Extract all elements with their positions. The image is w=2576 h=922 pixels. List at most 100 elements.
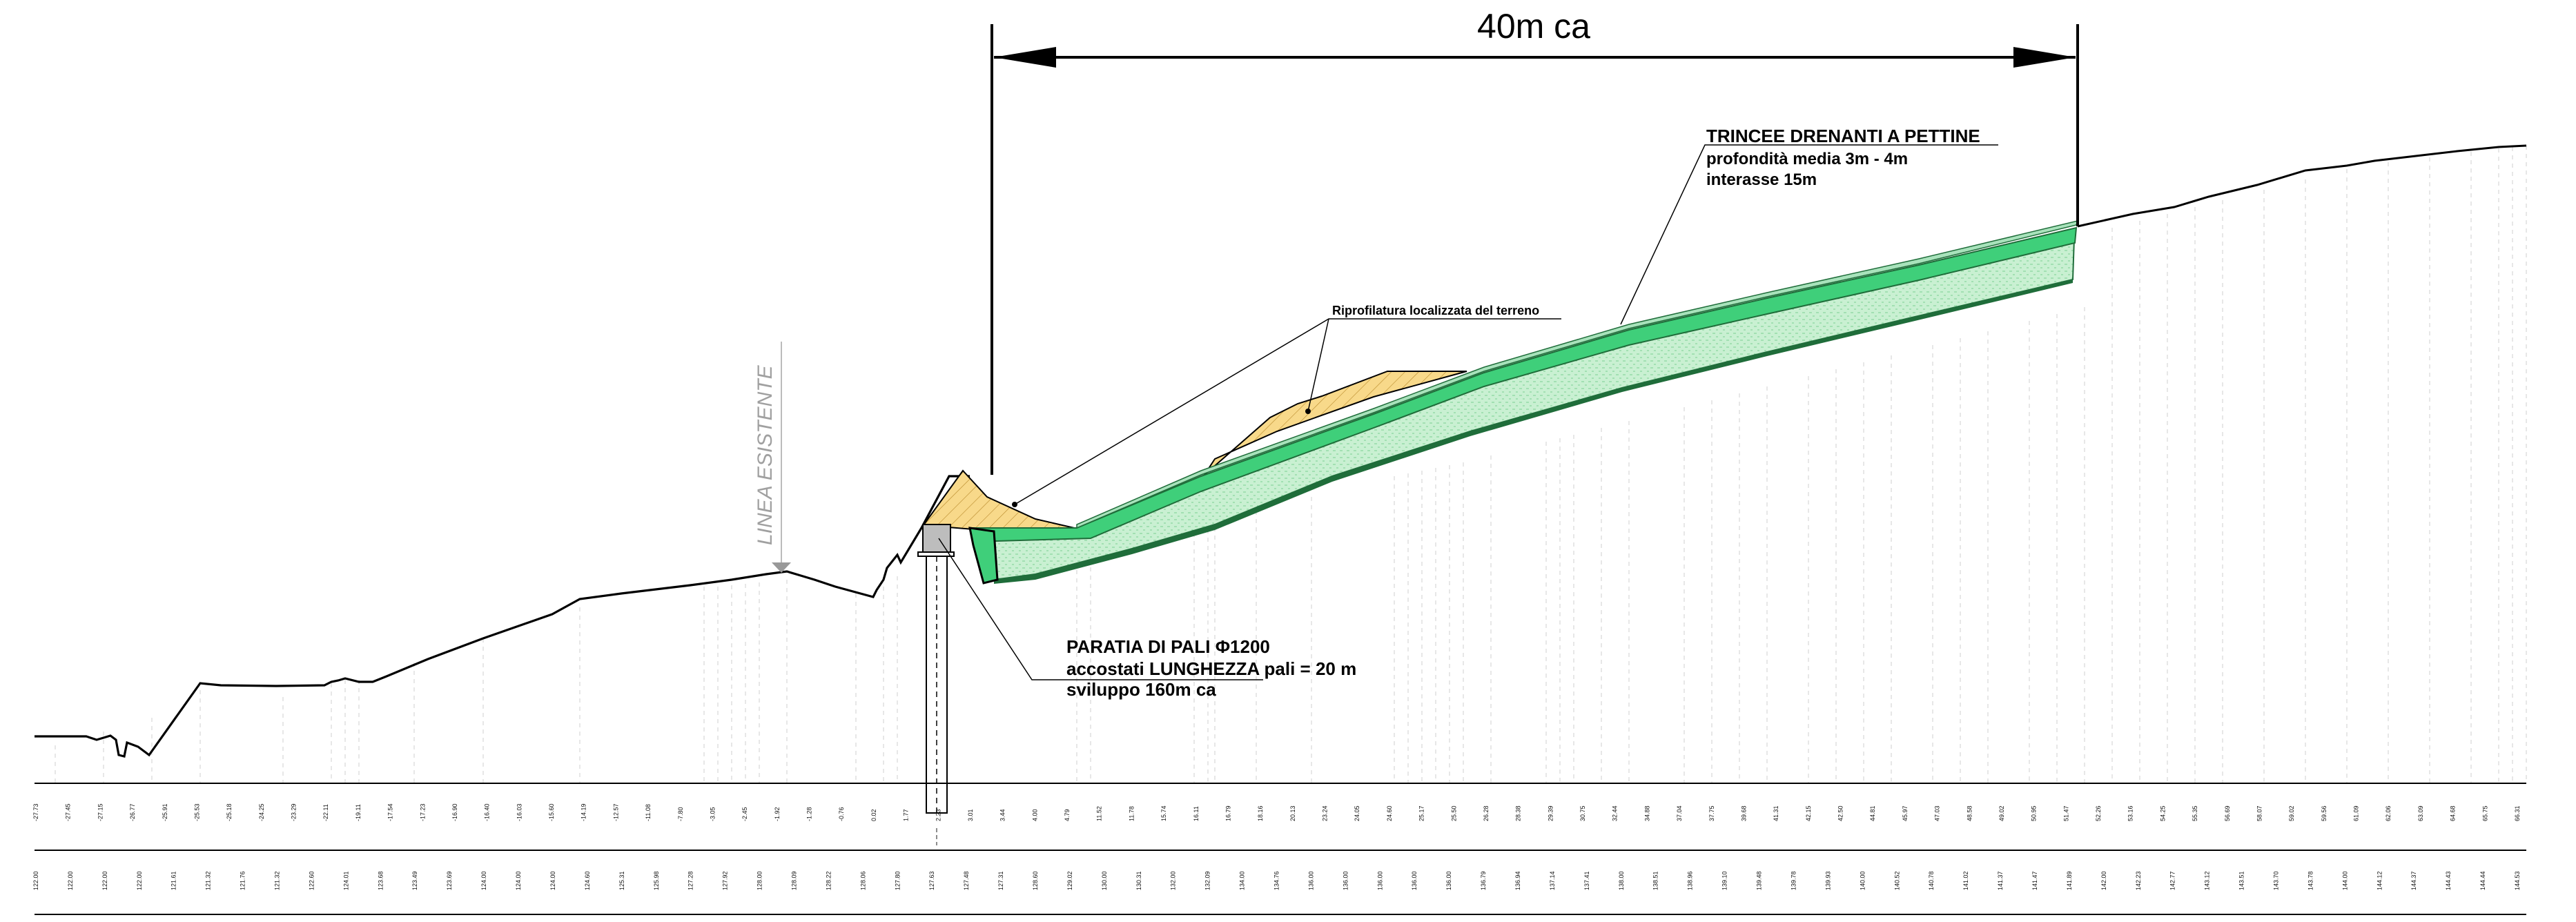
- drain-sump: [968, 527, 999, 585]
- table-cell: 128.22: [825, 871, 832, 890]
- table-cell: 141.02: [1962, 871, 1969, 890]
- pile-wall: [917, 524, 955, 845]
- table-cell: 143.78: [2307, 871, 2314, 890]
- data-table-frame: [35, 783, 2526, 915]
- table-cell: 59.02: [2288, 805, 2295, 821]
- table-cell: -12.57: [612, 803, 619, 821]
- table-cell: 134.76: [1274, 871, 1280, 890]
- table-cell: -26.77: [129, 803, 136, 821]
- table-cell: -3.05: [710, 807, 716, 821]
- table-cell: 144.43: [2445, 871, 2452, 890]
- table-cell: 127.63: [928, 871, 935, 890]
- table-cell: 138.96: [1687, 871, 1694, 890]
- table-cell: 136.79: [1480, 871, 1487, 890]
- table-cell: 121.61: [170, 871, 177, 890]
- table-cell: -17.54: [387, 803, 394, 821]
- table-cell: 136.00: [1411, 871, 1418, 890]
- table-cell: 124.01: [342, 871, 349, 890]
- table-cell: -7.80: [677, 807, 684, 821]
- table-cell: 34.88: [1643, 805, 1650, 821]
- table-cell: 141.89: [2066, 871, 2073, 890]
- table-cell: 139.48: [1756, 871, 1763, 890]
- table-cell: -27.45: [65, 803, 72, 821]
- table-cell: 24.60: [1386, 805, 1393, 821]
- reprofiling-label: Riprofilatura localizzata del terreno: [1332, 304, 1539, 317]
- table-cell: 144.37: [2410, 871, 2417, 890]
- table-cell: 45.97: [1902, 805, 1909, 821]
- table-cell: 142.23: [2135, 871, 2142, 890]
- table-cell: 139.78: [1790, 871, 1797, 890]
- table-cell: -17.23: [419, 803, 426, 821]
- ground-profile-left: [35, 475, 970, 758]
- table-cell: 122.00: [136, 871, 143, 890]
- table-cell: 4.79: [1064, 809, 1071, 821]
- table-cell: 140.00: [1859, 871, 1866, 890]
- table-cell: 122.00: [32, 871, 39, 890]
- table-cell: 124.00: [480, 871, 487, 890]
- table-cell: 127.48: [963, 871, 970, 890]
- table-cell: 50.95: [2031, 805, 2038, 821]
- table-cell: 61.09: [2353, 805, 2360, 821]
- reprofiling-area-upper: [1204, 371, 1467, 475]
- table-cell: 3.01: [967, 809, 974, 821]
- table-cell: -2.45: [741, 807, 748, 821]
- table-cell: -27.15: [97, 803, 104, 821]
- table-cell: 25.50: [1450, 805, 1457, 821]
- table-cell: 29.39: [1547, 805, 1554, 821]
- table-cell: 138.00: [1618, 871, 1625, 890]
- leader-lines: [938, 144, 1998, 680]
- table-cell: 30.75: [1579, 805, 1586, 821]
- table-cell: 134.00: [1239, 871, 1246, 890]
- table-cell: 128.00: [757, 871, 763, 890]
- table-cell: 130.00: [1101, 871, 1108, 890]
- table-cell: 51.47: [2062, 805, 2069, 821]
- table-cell: 144.44: [2479, 871, 2486, 890]
- table-cell: 2.23: [935, 809, 941, 821]
- table-cell: -14.19: [580, 803, 587, 821]
- table-cell: -25.18: [226, 803, 233, 821]
- table-cell: 125.31: [618, 871, 625, 890]
- drain-trench-top-strip: [968, 226, 2078, 543]
- table-cell: 18.16: [1257, 805, 1264, 821]
- table-cell: -25.53: [193, 803, 200, 821]
- dimension-label: 40m ca: [1477, 7, 1590, 46]
- table-cell: 138.51: [1652, 871, 1659, 890]
- table-cell: 142.00: [2100, 871, 2107, 890]
- table-cell: 127.92: [722, 871, 729, 890]
- table-cell: 123.49: [411, 871, 418, 890]
- pile-wall-line2: accostati LUNGHEZZA pali = 20 m: [1066, 658, 1356, 679]
- table-cell: 139.10: [1721, 871, 1728, 890]
- table-cell: 48.58: [1966, 805, 1973, 821]
- table-cell: -27.73: [32, 803, 39, 821]
- table-cell: 23.24: [1322, 805, 1329, 821]
- table-cell: 41.31: [1773, 805, 1779, 821]
- pile-wall-line1: PARATIA DI PALI Φ1200: [1066, 636, 1270, 657]
- table-cell: 122.00: [67, 871, 74, 890]
- table-cell: 64.68: [2450, 805, 2457, 821]
- table-cell: 47.03: [1934, 805, 1941, 821]
- table-cell: 42.50: [1837, 805, 1844, 821]
- table-cell: 139.93: [1824, 871, 1831, 890]
- table-cell: 127.80: [894, 871, 901, 890]
- table-cell: 49.02: [1998, 805, 2005, 821]
- table-cell: 140.78: [1928, 871, 1935, 890]
- table-cell: 11.52: [1096, 806, 1103, 821]
- drain-trench-base: [994, 279, 2073, 584]
- table-cell: 54.25: [2159, 805, 2166, 821]
- table-cell: -19.11: [355, 804, 362, 821]
- table-cell: 144.53: [2514, 871, 2521, 890]
- table-cell: 58.07: [2256, 805, 2263, 821]
- table-cell: 143.51: [2238, 871, 2245, 890]
- table-cell: -16.40: [484, 803, 491, 821]
- table-cell: 123.68: [377, 871, 384, 890]
- table-cell: 132.09: [1204, 871, 1211, 890]
- pile-wall-line3: sviluppo 160m ca: [1066, 679, 1216, 700]
- table-cell: 121.76: [240, 871, 246, 890]
- table-cell: 121.32: [274, 871, 281, 890]
- table-cell: 128.60: [1032, 871, 1039, 890]
- table-cell: 124.00: [549, 871, 556, 890]
- table-cell: 136.00: [1307, 871, 1314, 890]
- ground-profile-right: [2077, 144, 2527, 228]
- table-cell: 65.75: [2481, 805, 2488, 821]
